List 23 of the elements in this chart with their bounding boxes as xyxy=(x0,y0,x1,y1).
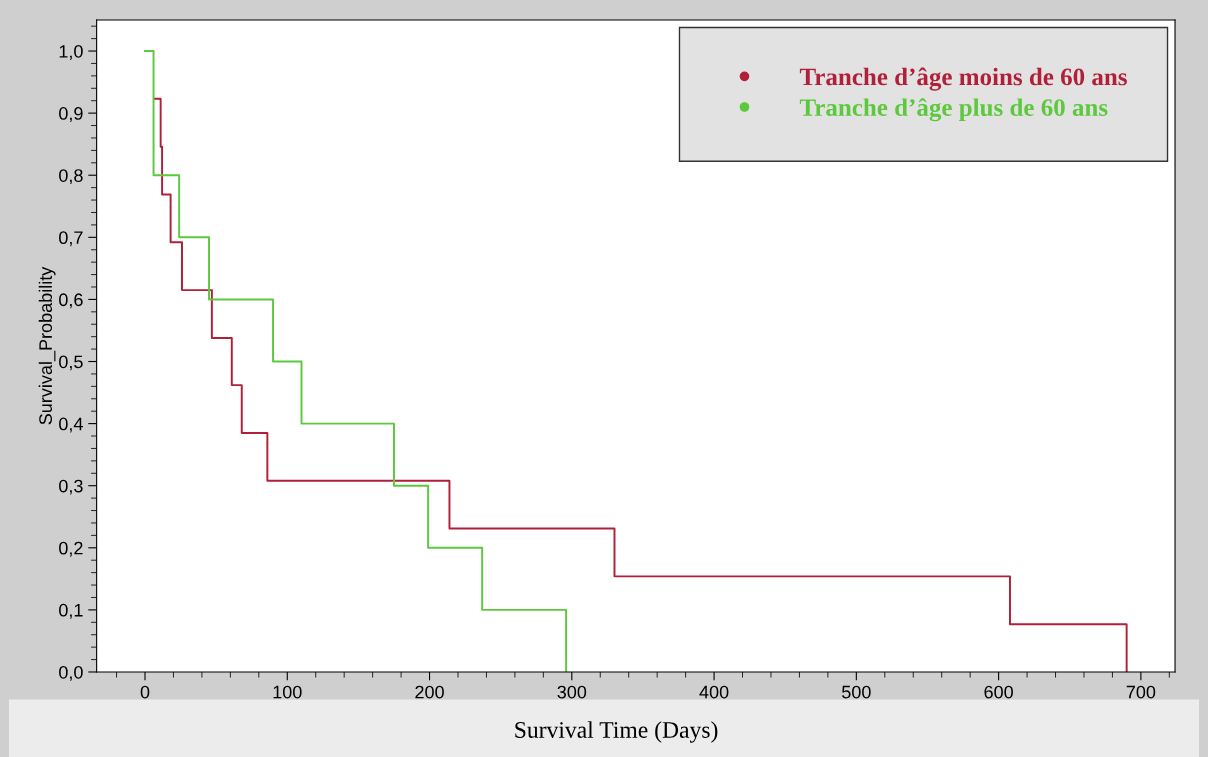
y-tick-label: 0,1 xyxy=(59,603,83,619)
y-tick-label: 0,3 xyxy=(59,479,83,495)
legend-label: Tranche d’âge moins de 60 ans xyxy=(799,67,1127,91)
y-tick-label: 0,2 xyxy=(59,541,83,557)
x-tick-label: 200 xyxy=(415,685,444,699)
y-tick-label: 0,6 xyxy=(59,293,83,309)
y-tick-label: 0,5 xyxy=(59,355,83,371)
x-tick-label: 700 xyxy=(1126,685,1156,699)
y-tick-label: 0,7 xyxy=(59,231,83,247)
x-tick-label: 0 xyxy=(140,685,150,699)
x-axis-title: Survival Time (Days) xyxy=(515,721,718,743)
x-tick-label: 100 xyxy=(273,685,302,699)
x-tick-label: 300 xyxy=(557,685,587,699)
legend-label: Tranche d’âge plus de 60 ans xyxy=(799,98,1108,122)
y-axis-title: Survival_Probability xyxy=(38,266,56,425)
y-tick-label: 0,9 xyxy=(59,107,83,122)
y-tick-label: 1,0 xyxy=(59,44,83,60)
x-tick-label: 400 xyxy=(699,685,729,699)
x-tick-label: 600 xyxy=(984,685,1013,699)
x-tick-label: 500 xyxy=(842,685,871,699)
y-tick-label: 0,8 xyxy=(59,169,83,185)
y-tick-label: 0,0 xyxy=(59,665,83,681)
y-tick-label: 0,4 xyxy=(59,417,83,433)
